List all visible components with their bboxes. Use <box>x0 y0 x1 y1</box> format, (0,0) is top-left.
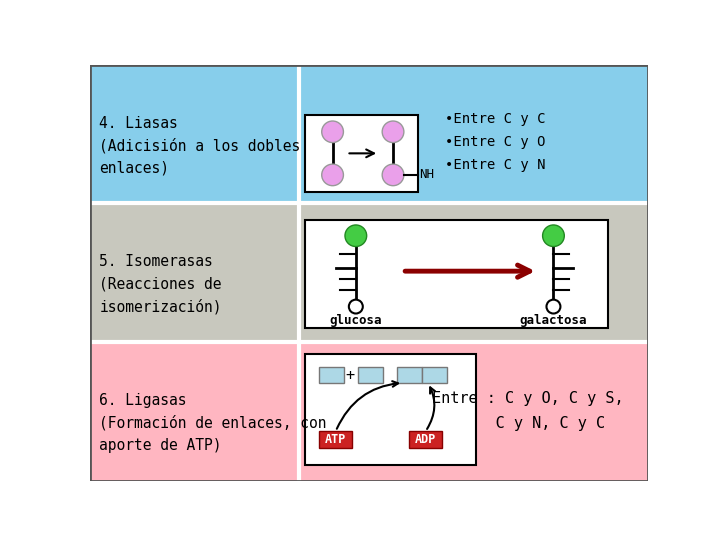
Text: Entre : C y O, C y S,
     C y N, C y C: Entre : C y O, C y S, C y N, C y C <box>432 392 624 431</box>
Bar <box>397 367 422 383</box>
Text: galactosa: galactosa <box>520 314 588 327</box>
Circle shape <box>349 300 363 314</box>
Text: +: + <box>346 368 355 383</box>
Circle shape <box>382 121 404 143</box>
Text: 5. Isomerasas
(Reacciones de
isomerización): 5. Isomerasas (Reacciones de isomerizaci… <box>99 254 222 314</box>
Circle shape <box>382 164 404 186</box>
Text: ATP: ATP <box>325 433 346 446</box>
Bar <box>320 431 352 448</box>
Circle shape <box>322 164 343 186</box>
Bar <box>90 204 648 342</box>
Text: 4. Liasas
(Adicisión a los dobles
enlaces): 4. Liasas (Adicisión a los dobles enlace… <box>99 116 300 176</box>
Bar <box>358 367 383 383</box>
Bar <box>320 367 344 383</box>
Text: ADP: ADP <box>415 433 436 446</box>
Text: •Entre C y C
•Entre C y O
•Entre C y N: •Entre C y C •Entre C y O •Entre C y N <box>445 112 546 172</box>
Bar <box>409 431 442 448</box>
Circle shape <box>322 121 343 143</box>
Bar <box>90 342 648 481</box>
Bar <box>305 354 476 465</box>
Text: NH: NH <box>419 168 434 181</box>
Bar <box>90 65 648 204</box>
Circle shape <box>345 225 366 247</box>
Bar <box>305 115 418 192</box>
Bar <box>422 367 446 383</box>
Text: glucosa: glucosa <box>330 314 382 327</box>
Text: 6. Ligasas
(Formación de enlaces, con
aporte de ATP): 6. Ligasas (Formación de enlaces, con ap… <box>99 393 327 453</box>
Circle shape <box>543 225 564 247</box>
Bar <box>305 220 608 328</box>
Circle shape <box>546 300 560 314</box>
